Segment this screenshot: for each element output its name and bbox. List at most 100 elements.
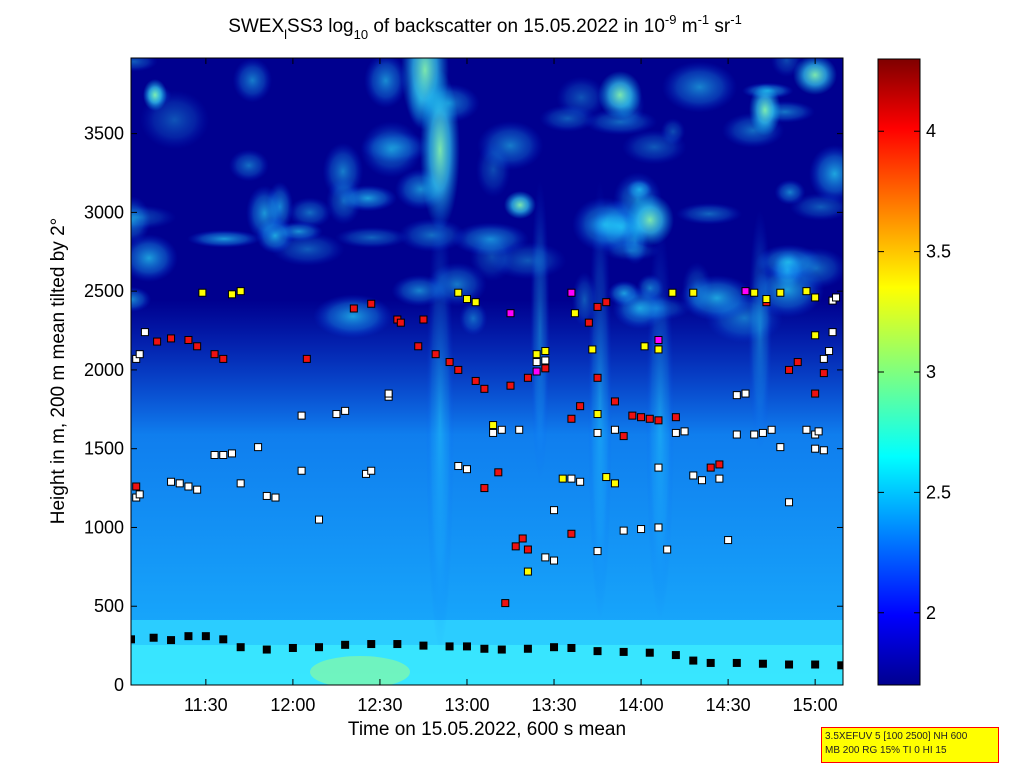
white-square-series xyxy=(132,293,841,565)
white-square-marker xyxy=(184,482,193,491)
black-square-marker xyxy=(671,651,680,660)
backscatter-cloud-patch xyxy=(459,301,488,336)
white-square-marker xyxy=(724,536,733,545)
black-square-marker xyxy=(445,642,454,651)
white-square-marker xyxy=(489,428,498,437)
backscatter-cloud-patch xyxy=(360,121,422,178)
white-square-marker xyxy=(227,449,236,458)
red-square-marker xyxy=(494,468,503,477)
red-square-marker xyxy=(593,302,602,311)
white-square-marker xyxy=(254,443,263,452)
backscatter-cloud-patch xyxy=(287,197,332,228)
yellow-square-marker xyxy=(811,293,820,302)
white-square-marker xyxy=(332,410,341,419)
white-square-marker xyxy=(271,493,280,502)
info-line-2: MB 200 RG 15% TI 0 HI 15 xyxy=(825,745,947,756)
y-tick-label: 0 xyxy=(114,675,124,695)
x-tick-label: 14:30 xyxy=(706,695,751,715)
yellow-square-marker xyxy=(776,288,785,297)
red-square-marker xyxy=(628,411,637,420)
colorbar-tick-label: 2 xyxy=(926,603,936,623)
yellow-square-marker xyxy=(198,288,207,297)
white-square-marker xyxy=(550,556,559,565)
yellow-square-marker xyxy=(602,473,611,482)
magenta-square-marker xyxy=(506,309,515,318)
backscatter-cloud-patch xyxy=(232,58,273,103)
yellow-square-marker xyxy=(570,309,579,318)
backscatter-cloud-patch xyxy=(246,185,283,241)
black-square-marker xyxy=(219,635,228,644)
red-square-marker xyxy=(506,381,515,390)
black-square-marker xyxy=(462,642,471,651)
black-square-marker xyxy=(497,645,506,654)
red-square-marker xyxy=(706,463,715,472)
yellow-square-marker xyxy=(236,287,245,296)
y-tick-label: 3000 xyxy=(84,202,124,222)
white-square-marker xyxy=(819,354,828,363)
backscatter-cloud-patch xyxy=(539,104,596,132)
red-square-marker xyxy=(654,416,663,425)
white-square-marker xyxy=(654,463,663,472)
info-line-1: 3.5XEFUV 5 [100 2500] NH 600 xyxy=(825,731,968,742)
yellow-square-marker xyxy=(532,350,541,359)
plot-frame xyxy=(130,57,844,686)
white-square-marker xyxy=(715,474,724,483)
red-square-marker xyxy=(132,482,141,491)
black-square-marker xyxy=(236,643,245,652)
black-square-marker xyxy=(262,645,271,654)
red-square-marker xyxy=(518,534,527,543)
red-square-marker xyxy=(396,318,405,327)
white-square-marker xyxy=(811,444,820,453)
red-square-marker xyxy=(593,373,602,382)
black-square-marker xyxy=(567,643,576,652)
red-square-marker xyxy=(184,335,193,344)
white-square-marker xyxy=(671,428,680,437)
black-square-marker xyxy=(811,660,820,669)
backscatter-cloud-patch xyxy=(131,58,158,72)
yellow-square-marker xyxy=(454,288,463,297)
backscatter-cloud-patch xyxy=(326,176,362,225)
red-square-marker xyxy=(445,358,454,367)
processing-info-box: 3.5XEFUV 5 [100 2500] NH 600 MB 200 RG 1… xyxy=(821,727,999,763)
red-square-marker xyxy=(584,318,593,327)
red-square-marker xyxy=(811,389,820,398)
backscatter-cloud-patch xyxy=(676,202,743,225)
magenta-square-marker xyxy=(654,335,663,344)
surface-maximum-patch xyxy=(310,656,410,685)
red-square-marker xyxy=(576,402,585,411)
white-square-marker xyxy=(825,347,834,356)
red-square-marker xyxy=(167,334,176,343)
red-square-marker xyxy=(153,337,162,346)
red-square-marker xyxy=(715,460,724,469)
red-square-marker xyxy=(671,413,680,422)
red-square-marker xyxy=(480,384,489,393)
black-square-marker xyxy=(732,658,741,667)
white-square-marker xyxy=(814,427,823,436)
x-axis-label: Time on 15.05.2022, 600 s mean xyxy=(348,719,626,740)
red-square-marker xyxy=(523,373,532,382)
magenta-square-marker xyxy=(567,288,576,297)
black-square-marker xyxy=(619,647,628,656)
backscatter-cloud-patch xyxy=(131,205,177,230)
black-square-marker xyxy=(201,632,210,641)
red-square-marker xyxy=(471,376,480,385)
backscatter-bright-patch xyxy=(749,84,781,136)
x-tick-label: 13:00 xyxy=(444,695,489,715)
yellow-square-marker xyxy=(668,288,677,297)
red-square-marker xyxy=(602,298,611,307)
backscatter-bright-patch xyxy=(793,58,837,95)
white-square-marker xyxy=(663,545,672,554)
red-square-marker xyxy=(419,315,428,324)
white-square-marker xyxy=(550,506,559,515)
red-square-marker xyxy=(349,304,358,313)
black-square-marker xyxy=(706,658,715,667)
white-square-marker xyxy=(828,328,837,337)
red-square-marker xyxy=(210,350,219,359)
white-square-marker xyxy=(819,446,828,455)
white-square-marker xyxy=(219,450,228,459)
white-square-marker xyxy=(175,479,184,488)
magenta-square-marker xyxy=(741,287,750,296)
white-square-marker xyxy=(497,425,506,434)
backscatter-cloud-patch xyxy=(131,234,178,283)
